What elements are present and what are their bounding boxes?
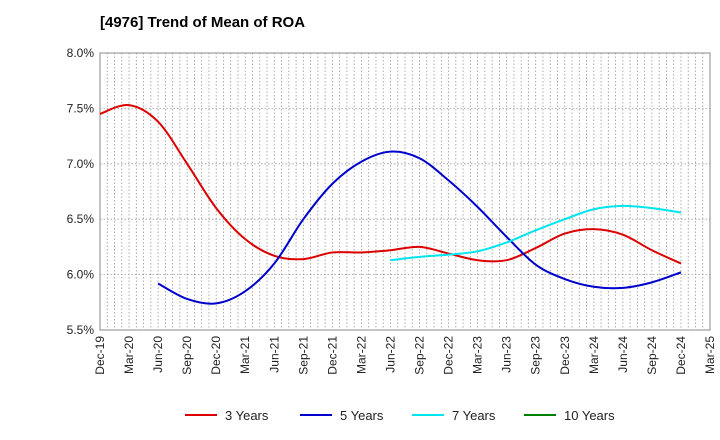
y-tick-label: 6.0% bbox=[67, 268, 95, 282]
legend-label-3-years: 3 Years bbox=[225, 408, 269, 423]
chart-title: [4976] Trend of Mean of ROA bbox=[100, 14, 306, 31]
x-tick-label: Sep-23 bbox=[529, 336, 543, 375]
x-tick-label: Dec-21 bbox=[325, 336, 339, 375]
x-tick-label: Jun-22 bbox=[383, 336, 397, 373]
series-line-3-years bbox=[99, 104, 682, 265]
y-tick-label: 8.0% bbox=[67, 46, 95, 60]
x-tick-label: Sep-21 bbox=[296, 336, 310, 375]
y-tick-label: 7.0% bbox=[67, 157, 95, 171]
grid-lines bbox=[100, 53, 710, 330]
x-tick-label: Mar-22 bbox=[354, 336, 368, 374]
x-tick-label: Dec-24 bbox=[674, 336, 688, 375]
series-line-5-years bbox=[157, 150, 682, 305]
x-tick-label: Dec-19 bbox=[93, 336, 107, 375]
x-tick-label: Jun-24 bbox=[616, 336, 630, 373]
x-tick-label: Jun-20 bbox=[151, 336, 165, 373]
x-tick-label: Mar-25 bbox=[703, 336, 717, 374]
legend-label-7-years: 7 Years bbox=[452, 408, 496, 423]
x-tick-label: Dec-22 bbox=[442, 336, 456, 375]
x-tick-label: Mar-21 bbox=[238, 336, 252, 374]
y-tick-label: 7.5% bbox=[67, 101, 95, 115]
x-tick-label: Jun-23 bbox=[500, 336, 514, 373]
series-line-7-years bbox=[390, 204, 682, 262]
x-tick-label: Sep-24 bbox=[645, 336, 659, 375]
x-tick-label: Jun-21 bbox=[267, 336, 281, 373]
x-tick-label: Dec-23 bbox=[558, 336, 572, 375]
legend-label-10-years: 10 Years bbox=[564, 408, 615, 423]
x-tick-label: Mar-24 bbox=[587, 336, 601, 374]
x-tick-label: Mar-20 bbox=[122, 336, 136, 374]
x-tick-label: Mar-23 bbox=[471, 336, 485, 374]
legend-label-5-years: 5 Years bbox=[340, 408, 384, 423]
x-tick-label: Sep-20 bbox=[180, 336, 194, 375]
y-tick-label: 6.5% bbox=[67, 212, 95, 226]
x-tick-label: Dec-20 bbox=[209, 336, 223, 375]
y-tick-label: 5.5% bbox=[67, 323, 95, 337]
x-tick-label: Sep-22 bbox=[413, 336, 427, 375]
